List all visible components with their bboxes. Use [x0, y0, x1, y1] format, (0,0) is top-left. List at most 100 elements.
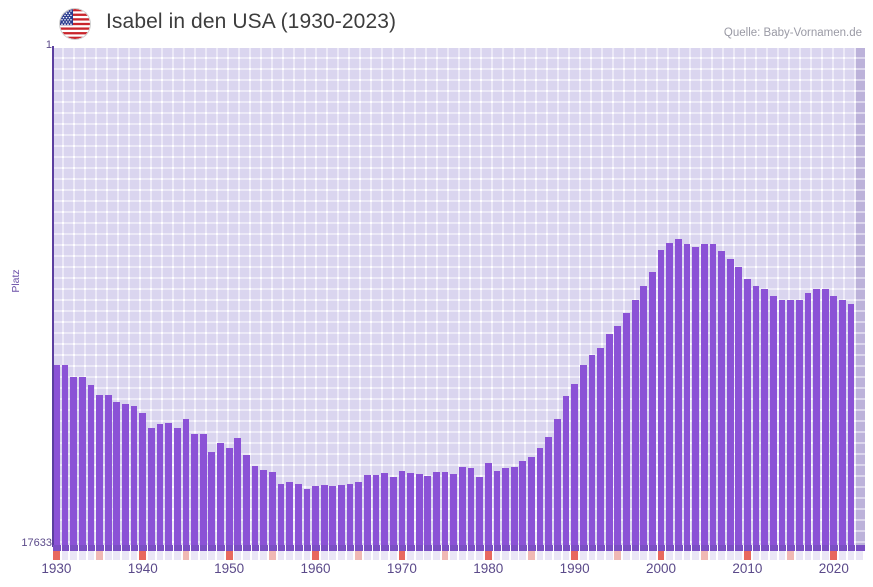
- bar-2006: [709, 244, 717, 545]
- bar-1969: [389, 477, 397, 545]
- axis-notch: [388, 545, 390, 551]
- y-axis-line: [52, 46, 54, 547]
- axis-notch: [414, 545, 416, 551]
- axis-notch: [311, 545, 313, 551]
- x-tick-2021: [839, 551, 846, 560]
- bar-1945: [182, 419, 190, 545]
- bar-1990: [571, 384, 579, 545]
- x-axis-line: [53, 545, 865, 551]
- x-tick-2005: [700, 551, 708, 560]
- x-tick-1965: [355, 551, 363, 560]
- bar-1959: [303, 489, 311, 545]
- x-tick-1991: [579, 551, 587, 560]
- bar-2008: [726, 259, 734, 545]
- x-tick-1970: [398, 551, 406, 560]
- plot-area: [53, 48, 865, 545]
- bar-1974: [433, 472, 440, 545]
- bar-2005: [700, 244, 708, 545]
- x-tick-label-1980: 1980: [473, 561, 504, 576]
- bar-1982: [502, 468, 509, 545]
- x-tick-1955: [268, 551, 276, 560]
- bar-2010: [744, 279, 751, 545]
- x-tick-1932: [70, 551, 77, 560]
- x-tick-1985: [528, 551, 535, 560]
- bar-1963: [338, 485, 345, 545]
- bar-2011: [752, 286, 760, 545]
- axis-notch: [665, 545, 667, 551]
- axis-notch: [337, 545, 339, 551]
- grid-shaded-region: [856, 48, 865, 545]
- x-tick-1948: [208, 551, 216, 560]
- axis-notch: [345, 545, 347, 551]
- axis-notch: [95, 545, 97, 551]
- axis-notch: [829, 545, 831, 551]
- axis-notch: [371, 545, 373, 551]
- bar-2003: [683, 244, 691, 545]
- bar-1947: [199, 434, 207, 545]
- x-tick-2001: [666, 551, 674, 560]
- x-tick-1992: [588, 551, 596, 560]
- x-tick-1950: [225, 551, 233, 560]
- bar-2019: [821, 289, 829, 545]
- x-tick-2022: [847, 551, 855, 560]
- axis-notch: [596, 545, 598, 551]
- bar-1936: [104, 395, 112, 545]
- x-tick-1981: [493, 551, 501, 560]
- bar-1938: [122, 404, 129, 545]
- axis-notch: [328, 545, 330, 551]
- x-tick-1984: [519, 551, 527, 560]
- bar-1988: [554, 419, 561, 545]
- axis-notch: [639, 545, 641, 551]
- axis-notch: [846, 545, 848, 551]
- x-tick-1960: [312, 551, 319, 560]
- axis-notch: [838, 545, 840, 551]
- bar-2022: [847, 304, 855, 545]
- bar-1976: [450, 474, 458, 545]
- x-tick-1963: [338, 551, 345, 560]
- x-tick-label-1970: 1970: [386, 561, 417, 576]
- bar-1986: [536, 448, 544, 545]
- axis-notch: [656, 545, 658, 551]
- x-tick-1993: [597, 551, 604, 560]
- x-tick-1989: [562, 551, 570, 560]
- x-tick-label-2020: 2020: [818, 561, 849, 576]
- x-tick-label-1930: 1930: [41, 561, 72, 576]
- axis-notch: [172, 545, 174, 551]
- axis-notch: [734, 545, 736, 551]
- x-tick-1976: [450, 551, 458, 560]
- bar-1977: [459, 467, 466, 545]
- bar-1933: [78, 377, 86, 545]
- x-tick-1946: [191, 551, 198, 560]
- bar-1983: [510, 467, 518, 545]
- x-tick-1972: [415, 551, 423, 560]
- x-tick-2011: [752, 551, 760, 560]
- axis-notch: [812, 545, 814, 551]
- axis-notch: [527, 545, 529, 551]
- axis-notch: [751, 545, 753, 551]
- axis-notch: [518, 545, 520, 551]
- axis-notch: [630, 545, 632, 551]
- x-tick-1997: [631, 551, 639, 560]
- axis-notch: [267, 545, 269, 551]
- x-tick-1931: [61, 551, 69, 560]
- x-tick-1958: [294, 551, 302, 560]
- x-tick-1951: [234, 551, 242, 560]
- axis-notch: [242, 545, 244, 551]
- x-tick-1957: [286, 551, 293, 560]
- axis-notch: [198, 545, 200, 551]
- axis-notch: [190, 545, 192, 551]
- axis-notch: [786, 545, 788, 551]
- chart-header: Isabel in den USA (1930-2023) Quelle: Ba…: [0, 0, 873, 46]
- bar-1991: [579, 365, 587, 545]
- x-tick-1949: [217, 551, 224, 560]
- bar-1951: [234, 438, 242, 545]
- axis-notch: [181, 545, 183, 551]
- us-flag-icon: [60, 9, 90, 39]
- axis-notch: [673, 545, 675, 551]
- x-tick-2000: [657, 551, 665, 560]
- y-axis-title: Platz: [10, 269, 22, 293]
- axis-notch: [207, 545, 209, 551]
- x-tick-1968: [381, 551, 388, 560]
- axis-notch: [501, 545, 503, 551]
- axis-notch: [129, 545, 131, 551]
